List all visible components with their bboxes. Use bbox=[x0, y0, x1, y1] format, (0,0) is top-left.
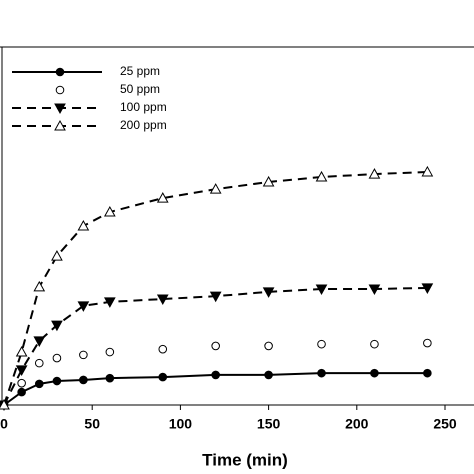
marker bbox=[370, 339, 379, 349]
legend-marker bbox=[54, 103, 66, 115]
marker bbox=[103, 206, 116, 217]
legend-label: 25 ppm bbox=[120, 64, 160, 78]
x-tick-label: 200 bbox=[345, 416, 369, 432]
marker bbox=[211, 370, 220, 380]
x-tick-label: 0 bbox=[0, 416, 8, 432]
marker bbox=[33, 336, 46, 347]
x-tick-label: 50 bbox=[84, 416, 100, 432]
marker bbox=[105, 373, 115, 383]
marker bbox=[368, 168, 381, 179]
marker bbox=[262, 175, 275, 187]
marker bbox=[0, 398, 10, 410]
marker bbox=[52, 376, 62, 386]
x-tick-label: 250 bbox=[433, 416, 457, 432]
marker bbox=[77, 301, 90, 312]
marker bbox=[156, 294, 169, 306]
marker bbox=[368, 284, 381, 296]
marker bbox=[370, 368, 379, 378]
x-tick-label: 150 bbox=[257, 416, 281, 432]
marker bbox=[17, 387, 26, 397]
marker bbox=[264, 341, 273, 351]
x-axis-label: Time (min) bbox=[202, 450, 288, 469]
marker bbox=[17, 378, 26, 388]
marker bbox=[209, 291, 222, 303]
marker bbox=[264, 370, 273, 380]
marker bbox=[103, 297, 116, 308]
marker bbox=[423, 338, 432, 348]
marker bbox=[421, 165, 434, 177]
marker bbox=[158, 344, 168, 354]
marker bbox=[77, 219, 90, 231]
marker bbox=[33, 280, 46, 292]
legend-marker bbox=[54, 119, 66, 131]
marker bbox=[423, 368, 432, 378]
legend-label: 100 ppm bbox=[120, 100, 167, 114]
marker bbox=[79, 350, 88, 360]
marker bbox=[156, 192, 169, 203]
marker bbox=[158, 372, 168, 382]
marker bbox=[79, 375, 88, 385]
marker bbox=[15, 365, 28, 376]
marker bbox=[315, 284, 328, 296]
x-tick-label: 100 bbox=[169, 416, 193, 432]
marker bbox=[52, 353, 62, 363]
legend-label: 200 ppm bbox=[120, 118, 167, 132]
series-line bbox=[3, 286, 428, 406]
series-line bbox=[3, 170, 428, 406]
marker bbox=[317, 368, 326, 378]
marker bbox=[34, 358, 44, 368]
marker bbox=[421, 283, 434, 294]
marker bbox=[315, 170, 328, 182]
marker bbox=[209, 183, 222, 194]
marker bbox=[211, 341, 220, 351]
marker bbox=[51, 250, 63, 261]
marker bbox=[34, 379, 44, 389]
marker bbox=[51, 320, 63, 332]
legend-marker bbox=[55, 85, 65, 95]
legend-marker bbox=[55, 67, 65, 77]
marker bbox=[317, 339, 326, 349]
marker bbox=[15, 345, 28, 357]
marker bbox=[105, 347, 115, 357]
marker bbox=[262, 287, 275, 298]
legend-label: 50 ppm bbox=[120, 82, 160, 96]
